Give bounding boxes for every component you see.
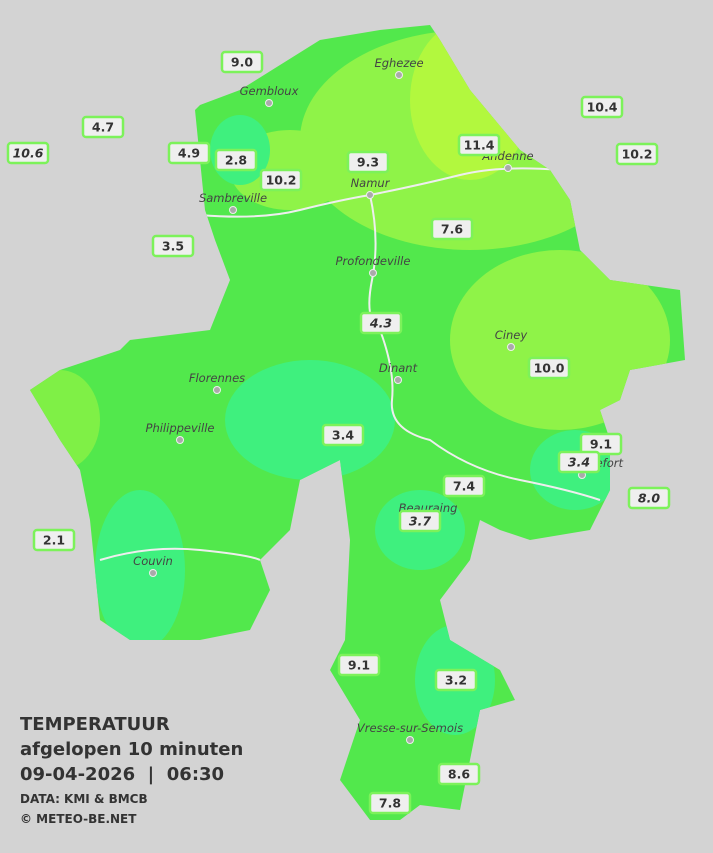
station-box (321, 423, 365, 447)
station-box (346, 150, 390, 174)
station-value: 4.3 (369, 316, 392, 331)
city-label: Ciney (495, 328, 528, 342)
city-label: Namur (351, 176, 391, 190)
station-box (6, 141, 50, 165)
station-box (32, 528, 76, 552)
station-box (434, 668, 478, 692)
city-label: Gembloux (240, 84, 299, 98)
station-box (220, 50, 264, 74)
station-box (81, 115, 125, 139)
station-value: 7.4 (453, 479, 475, 494)
station-box (151, 234, 195, 258)
city-dot (406, 736, 414, 744)
station-box (627, 486, 671, 510)
station-value: 10.4 (587, 100, 618, 115)
city-dot (504, 164, 512, 172)
city-label: Sambreville (199, 191, 267, 205)
station-value: 7.8 (379, 796, 401, 811)
station-value: 3.4 (332, 428, 354, 443)
city-dot (176, 436, 184, 444)
station-box (442, 474, 486, 498)
station-value: 4.7 (92, 120, 114, 135)
city-dot (395, 71, 403, 79)
subtitle: afgelopen 10 minuten (20, 739, 243, 760)
datetime: 09-04-2026 | 06:30 (20, 764, 224, 785)
station-value: 3.2 (445, 673, 467, 688)
city-label: Profondeville (336, 254, 411, 268)
station-box (527, 356, 571, 380)
station-value: 4.9 (178, 146, 200, 161)
station-value: 3.7 (409, 514, 431, 529)
copyright: © METEO-BE.NET (20, 812, 137, 826)
city-label: Dinant (379, 361, 418, 375)
station-box (259, 168, 303, 192)
station-box (437, 762, 481, 786)
station-value: 8.0 (638, 491, 660, 506)
city-label: Vresse-sur-Semois (357, 721, 463, 735)
station-box (557, 450, 601, 474)
city-dot (213, 386, 221, 394)
city-dot (507, 343, 515, 351)
station-value: 10.2 (622, 147, 653, 162)
station-box (337, 653, 381, 677)
station-box (214, 148, 258, 172)
station-box (359, 311, 403, 335)
city-label: Florennes (189, 371, 245, 385)
source: DATA: KMI & BMCB (20, 792, 148, 806)
station-value: 9.0 (231, 55, 253, 70)
city-label: Couvin (133, 554, 173, 568)
city-label: Philippeville (146, 421, 215, 435)
city-dot (149, 569, 157, 577)
station-value: 10.2 (266, 173, 297, 188)
city-label: Eghezee (374, 56, 423, 70)
station-value: 2.8 (225, 153, 247, 168)
station-box (615, 142, 659, 166)
station-value: 9.3 (357, 155, 379, 170)
stations: 9.0 4.7 10.6 4.9 2.8 10.2 9.3 11.4 10.4 10.2 3.5 7.… (6, 50, 671, 815)
title: TEMPERATUUR (20, 714, 170, 735)
city-dot (265, 99, 273, 107)
station-value: 3.4 (568, 455, 590, 470)
station-box (457, 133, 501, 157)
city-dot (366, 191, 374, 199)
city-dot (394, 376, 402, 384)
header: TEMPERATUUR afgelopen 10 minuten 09-04-2… (20, 714, 243, 826)
station-value: 8.6 (448, 767, 470, 782)
station-value: 2.1 (43, 533, 65, 548)
station-box (579, 432, 623, 456)
city-dot (229, 206, 237, 214)
station-value: 11.4 (464, 138, 495, 153)
station-value: 10.0 (534, 361, 565, 376)
station-box (430, 217, 474, 241)
station-box (398, 509, 442, 533)
station-value: 3.5 (162, 239, 184, 254)
station-value: 9.1 (590, 437, 612, 452)
city-dot (369, 269, 377, 277)
station-value: 10.6 (13, 146, 44, 161)
station-value: 9.1 (348, 658, 370, 673)
station-box (368, 791, 412, 815)
station-box (167, 141, 211, 165)
station-box (580, 95, 624, 119)
station-value: 7.6 (441, 222, 463, 237)
